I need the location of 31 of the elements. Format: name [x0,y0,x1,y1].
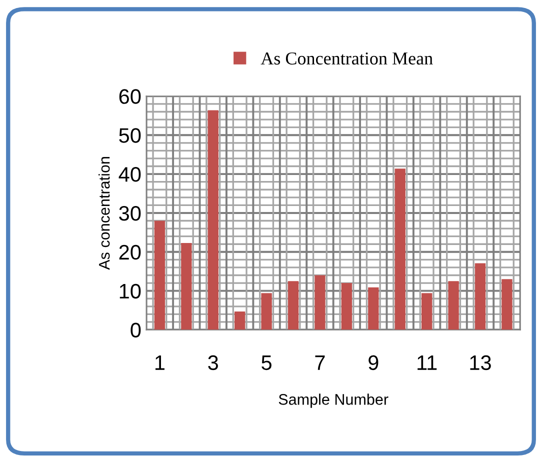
bar [261,293,272,330]
x-tick-label: 3 [208,355,218,370]
y-tick-label: 20 [119,244,141,260]
y-tick-label: 40 [118,167,141,182]
bar [288,281,299,330]
bar [154,220,166,330]
bar [502,279,512,330]
x-tick-label: 9 [368,355,378,370]
y-tick-label: 30 [119,206,141,221]
y-axis-title: As concentration [98,157,110,270]
y-tick-label: 50 [119,128,141,143]
y-tick-label: 10 [120,284,141,299]
x-tick-label: 13 [470,355,491,370]
bar [448,281,459,330]
legend-label: As Concentration Mean [260,52,433,65]
x-tick-label: 1 [155,356,164,370]
bar [314,275,326,330]
bar [181,242,192,330]
bar [234,311,246,330]
x-tick-label: 7 [315,356,325,370]
bar [208,110,218,330]
y-tick-label: 0 [130,322,141,338]
y-tick-label: 60 [119,89,141,104]
bar [368,287,379,330]
x-axis-title: Sample Number [278,394,388,408]
bar [341,283,352,330]
bar [421,293,432,330]
x-tick-label: 11 [418,356,437,370]
bar [474,263,486,330]
x-tick-label: 5 [262,356,272,370]
bar [394,168,406,330]
